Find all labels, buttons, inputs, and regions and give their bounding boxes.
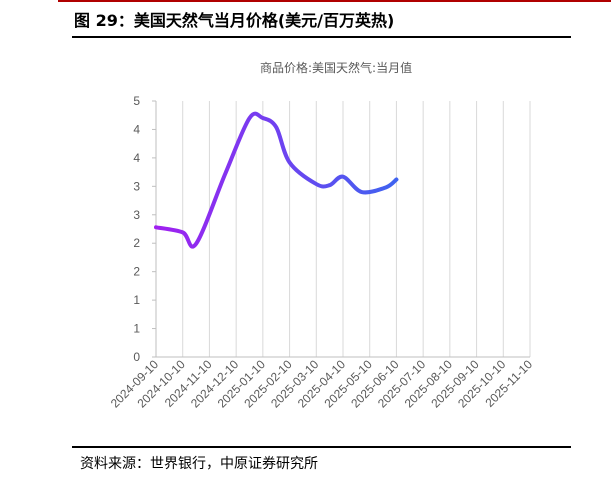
y-tick-label: 4	[133, 122, 140, 136]
grid	[155, 101, 531, 357]
y-tick-label: 1	[133, 322, 140, 336]
y-tick-label: 0	[133, 350, 140, 364]
y-tick-label: 1	[133, 293, 140, 307]
source-note: 资料来源：世界银行，中原证券研究所	[80, 456, 318, 472]
series-group	[154, 111, 399, 249]
figure-title: 图 29：美国天然气当月价格(美元/百万英热)	[74, 11, 395, 30]
legend: 商品价格:美国天然气:当月值	[214, 60, 412, 75]
y-tick-labels: 0 1 1 2 2 3 3 4 4 5	[133, 94, 156, 364]
y-tick-label: 3	[133, 208, 140, 222]
line-chart: 商品价格:美国天然气:当月值 0 1 1 2 2 3 3 4 4 5 2024-09-102024…	[108, 60, 536, 411]
y-tick-label: 2	[133, 236, 140, 250]
y-tick-label: 3	[133, 179, 140, 193]
y-tick-label: 5	[133, 94, 140, 108]
y-tick-label: 2	[133, 265, 140, 279]
series-line	[154, 111, 399, 249]
x-tick-labels: 2024-09-102024-10-102024-11-102024-12-10…	[108, 357, 536, 411]
title-rule	[72, 36, 571, 38]
top-accent-rule	[58, 0, 611, 2]
bottom-rule	[72, 446, 571, 448]
legend-label: 商品价格:美国天然气:当月值	[260, 60, 412, 75]
y-tick-label: 4	[133, 151, 140, 165]
